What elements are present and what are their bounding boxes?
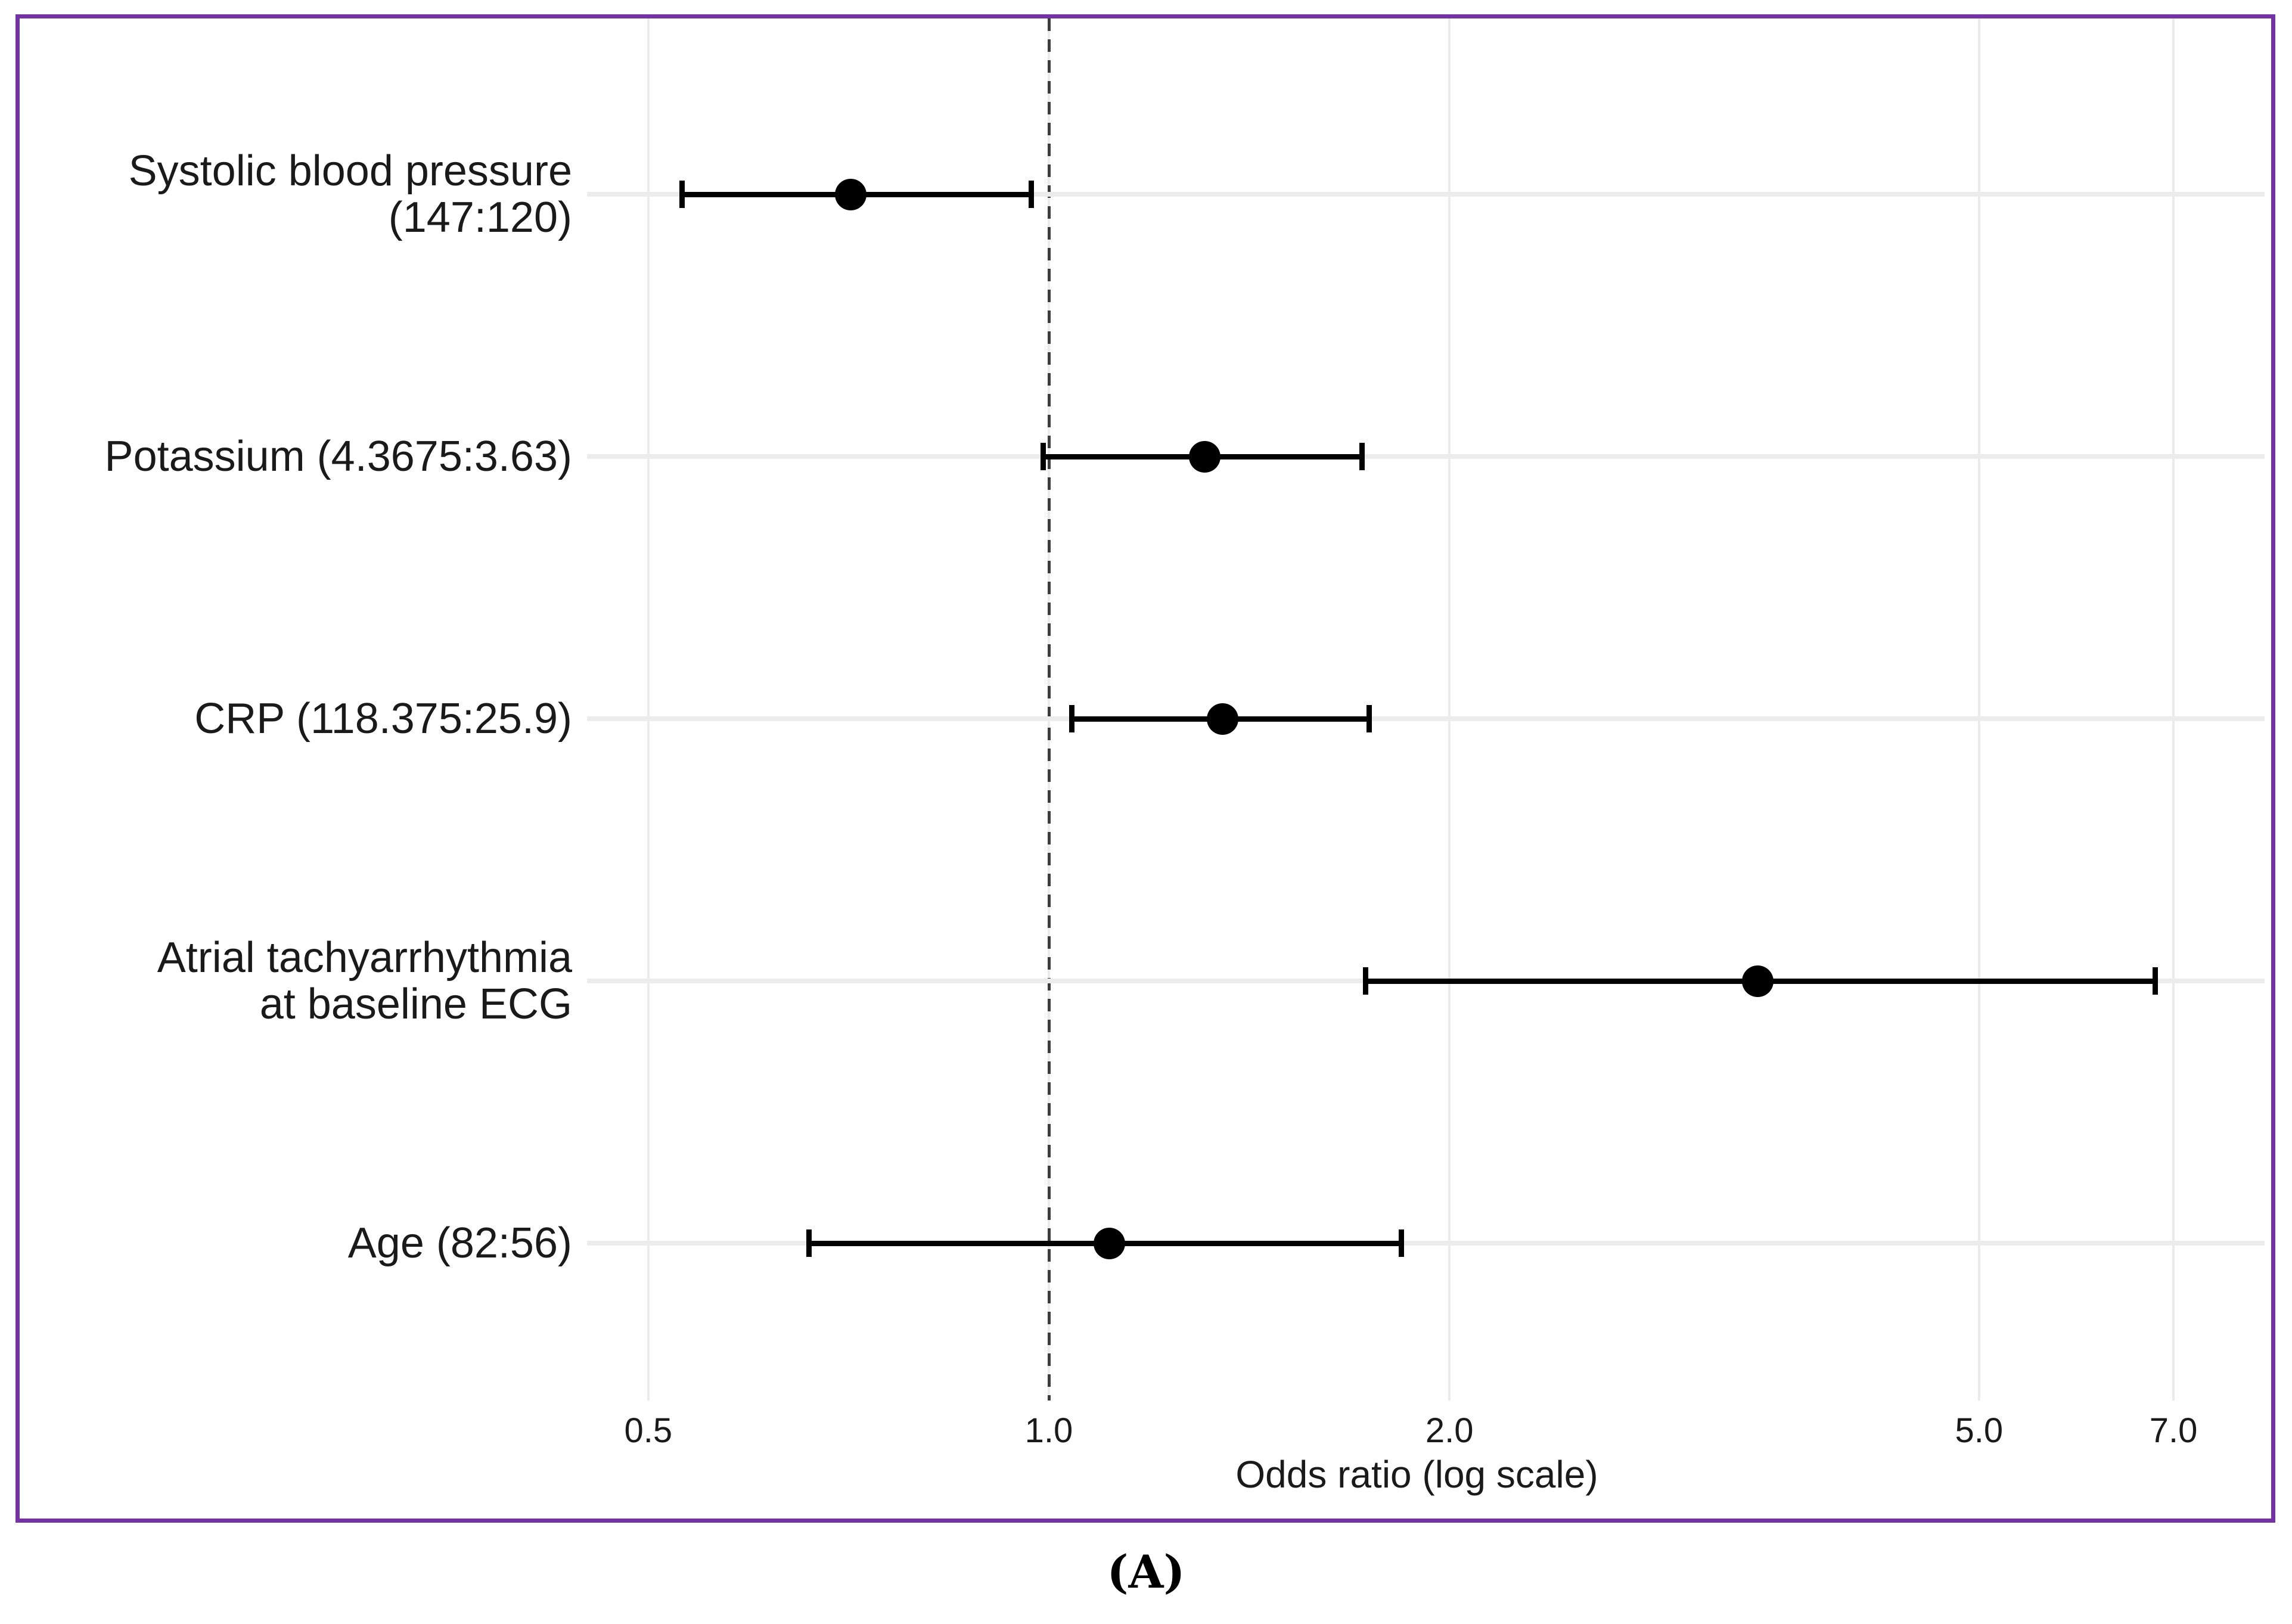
ci-cap-right [1359, 443, 1365, 470]
ci-cap-left [1363, 967, 1369, 995]
ci-cap-left [1069, 705, 1074, 732]
row-label: Potassium (4.3675:3.63) [104, 433, 572, 480]
x-axis-title: Odds ratio (log scale) [1235, 1453, 1598, 1496]
ci-cap-right [1398, 1229, 1404, 1257]
x-tick-label: 1.0 [1024, 1411, 1073, 1450]
x-tick-label: 5.0 [1955, 1411, 2004, 1450]
ci-cap-left [679, 181, 685, 208]
x-tick-label: 2.0 [1425, 1411, 1474, 1450]
row-gridline [587, 454, 2265, 459]
x-gridline [2172, 18, 2175, 1401]
plot-frame [15, 14, 2275, 1523]
row-gridline [587, 1241, 2265, 1246]
x-tick-label: 0.5 [624, 1411, 673, 1450]
x-gridline [647, 18, 650, 1401]
x-gridline [1977, 18, 1980, 1401]
odds-ratio-point [1206, 703, 1238, 735]
reference-line [1047, 18, 1051, 1401]
row-gridline [587, 716, 2265, 721]
odds-ratio-point [1093, 1227, 1125, 1259]
ci-cap-left [1040, 443, 1046, 470]
ci-cap-left [806, 1229, 812, 1257]
row-label: Age (82:56) [347, 1219, 572, 1267]
ci-cap-right [1366, 705, 1372, 732]
x-gridline [1448, 18, 1451, 1401]
x-tick-label: 7.0 [2149, 1411, 2198, 1450]
odds-ratio-point [835, 178, 867, 210]
figure-caption: (A) [1107, 1545, 1185, 1598]
row-label: Systolic blood pressure (147:120) [128, 147, 572, 241]
ci-cap-right [1028, 181, 1034, 208]
odds-ratio-point [1189, 440, 1221, 473]
ci-cap-right [2152, 967, 2158, 995]
row-label: CRP (118.375:25.9) [194, 695, 572, 743]
odds-ratio-point [1742, 965, 1774, 997]
row-label: Atrial tachyarrhythmia at baseline ECG [157, 934, 572, 1028]
row-gridline [587, 192, 2265, 197]
